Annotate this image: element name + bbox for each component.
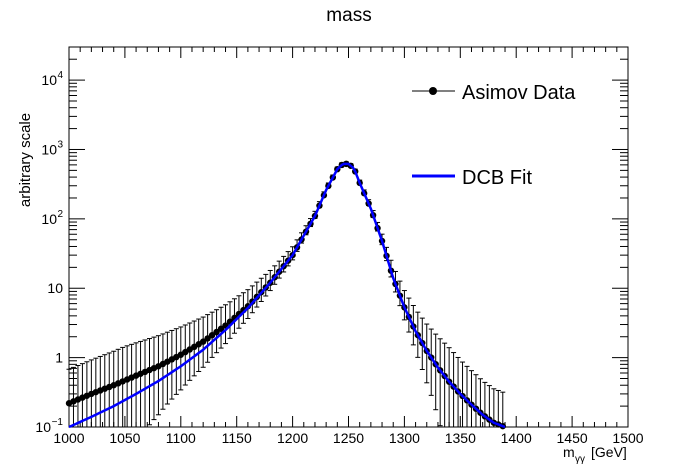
- asimov-data-points: [65, 160, 506, 430]
- x-tick-label: 1450: [557, 430, 588, 446]
- data-point: [199, 338, 207, 345]
- y-tick-label: 10: [41, 141, 57, 157]
- data-point: [208, 331, 216, 339]
- x-tick-label: 1150: [222, 430, 252, 446]
- data-point: [217, 325, 225, 332]
- y-tick-label: 10: [35, 419, 51, 435]
- x-tick-label: 1250: [333, 430, 364, 446]
- legend-fit-label: DCB Fit: [462, 167, 532, 189]
- y-tick-label-exponent: 2: [57, 209, 63, 220]
- x-tick-label: 1050: [109, 430, 140, 446]
- y-axis-label: arbitrary scale: [17, 113, 34, 207]
- y-tick-label-exponent: 3: [57, 139, 63, 150]
- legend: Asimov Data DCB Fit: [412, 82, 576, 189]
- x-axis-label-subscript: γγ: [575, 454, 585, 465]
- dcb-fit-line: [68, 162, 506, 429]
- x-tick-label: 1500: [612, 430, 643, 446]
- x-axis-label-main: m: [563, 444, 575, 460]
- x-tick-label: 1000: [53, 430, 84, 446]
- y-axis-label-text: arbitrary scale: [17, 113, 34, 207]
- x-tick-label: 1350: [445, 430, 476, 446]
- y-tick-label: 10: [41, 72, 57, 88]
- y-tick-label: 10: [41, 211, 57, 227]
- y-tick-label-exponent: 4: [57, 70, 63, 81]
- x-tick-label: 1100: [166, 430, 196, 446]
- x-axis-label-unit: [GeV]: [591, 444, 627, 460]
- data-point: [204, 335, 211, 342]
- legend-data-marker: [429, 87, 437, 95]
- y-tick-label-exponent: −1: [52, 417, 64, 428]
- y-tick-label: 10: [47, 280, 63, 296]
- y-tick-label: 1: [55, 350, 63, 366]
- x-tick-label: 1400: [501, 430, 532, 446]
- legend-data-label: Asimov Data: [462, 82, 576, 104]
- x-tick-label: 1300: [389, 430, 420, 446]
- x-tick-label: 1200: [277, 430, 308, 446]
- x-axis-label: m γγ [GeV]: [563, 444, 627, 465]
- data-point: [213, 328, 220, 336]
- ticks-layer: 1000 1050 1100 1150 1200 1250 1300 1350 1400 1450…: [35, 46, 644, 446]
- chart-title: mass: [326, 5, 371, 26]
